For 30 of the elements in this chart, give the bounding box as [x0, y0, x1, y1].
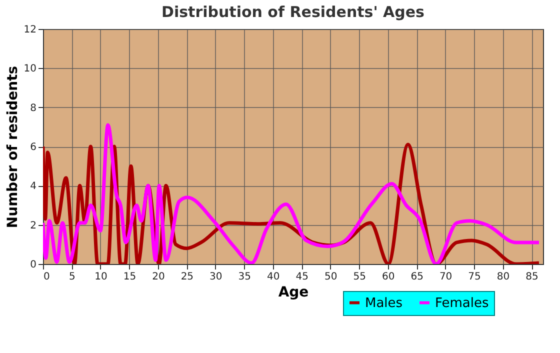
x-tick-label: 10 [94, 272, 108, 282]
x-tick-label: 5 [69, 272, 76, 282]
x-tick-label: 50 [324, 272, 338, 282]
x-tick-label: 25 [180, 272, 194, 282]
x-tick-label: 85 [526, 272, 538, 282]
y-tick-label: 6 [30, 142, 36, 153]
y-tick-label: 8 [30, 102, 36, 114]
y-tick-label: 10 [24, 64, 36, 75]
x-tick-label: 20 [152, 272, 165, 282]
x-tick-label: 75 [468, 272, 481, 282]
x-tick-label: 55 [353, 272, 366, 282]
x-tick-label: 40 [267, 272, 280, 282]
y-tick-label: 2 [30, 220, 36, 232]
legend-label: Males [365, 296, 403, 311]
x-axis-title: Age [278, 284, 309, 300]
y-tick-label: 4 [30, 181, 36, 192]
x-tick-label: 35 [238, 272, 252, 282]
x-tick-label: 60 [382, 272, 395, 282]
x-tick-label: 65 [410, 272, 424, 282]
y-axis-title: Number of residents [4, 66, 21, 228]
x-tick-label: 30 [210, 272, 222, 282]
x-tick-label: 0 [44, 272, 50, 282]
x-tick-label: 15 [123, 272, 136, 282]
legend-label: Females [435, 296, 490, 311]
x-tick-label: 45 [296, 272, 308, 282]
chart-title: Distribution of Residents' Ages [162, 3, 425, 21]
x-tick-label: 80 [496, 272, 510, 282]
x-tick-label: 70 [439, 272, 452, 282]
y-tick-label: 12 [24, 24, 36, 36]
y-tick-label: 0 [30, 260, 36, 270]
